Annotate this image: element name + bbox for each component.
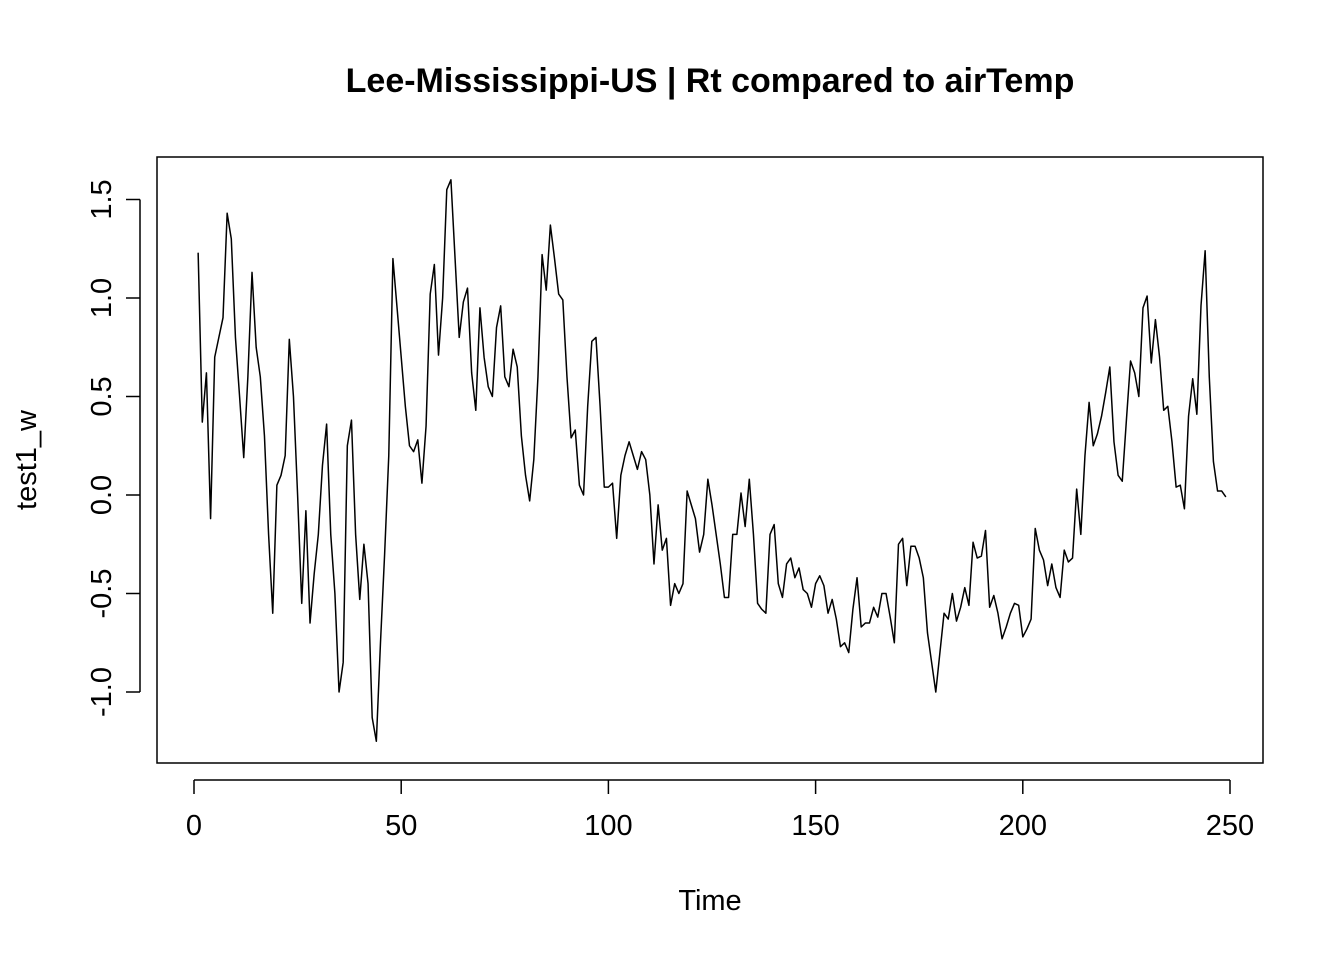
- y-tick-label: -0.5: [86, 569, 118, 619]
- x-tick-label: 150: [791, 810, 839, 842]
- chart-title: Lee-Mississippi-US | Rt compared to airT…: [346, 62, 1075, 100]
- y-tick-label: 1.5: [86, 179, 118, 219]
- x-axis: 0 50 100 150 200 250: [186, 779, 1254, 842]
- y-tick-label: 1.0: [86, 278, 118, 318]
- x-axis-label: Time: [678, 885, 741, 917]
- y-tick-label: 0.0: [86, 475, 118, 515]
- y-tick-label: -1.0: [86, 667, 118, 717]
- plot-frame: [156, 156, 1264, 764]
- series-line: [197, 179, 1227, 742]
- x-tick-label: 0: [186, 810, 202, 842]
- x-tick-label: 200: [999, 810, 1047, 842]
- x-tick-label: 100: [584, 810, 632, 842]
- y-axis-label: test1_w: [11, 409, 43, 510]
- x-tick-label: 50: [385, 810, 417, 842]
- x-tick-label: 250: [1206, 810, 1254, 842]
- y-tick-label: 0.5: [86, 376, 118, 416]
- y-axis: -1.0 -0.5 0.0 0.5 1.0 1.5: [86, 179, 141, 717]
